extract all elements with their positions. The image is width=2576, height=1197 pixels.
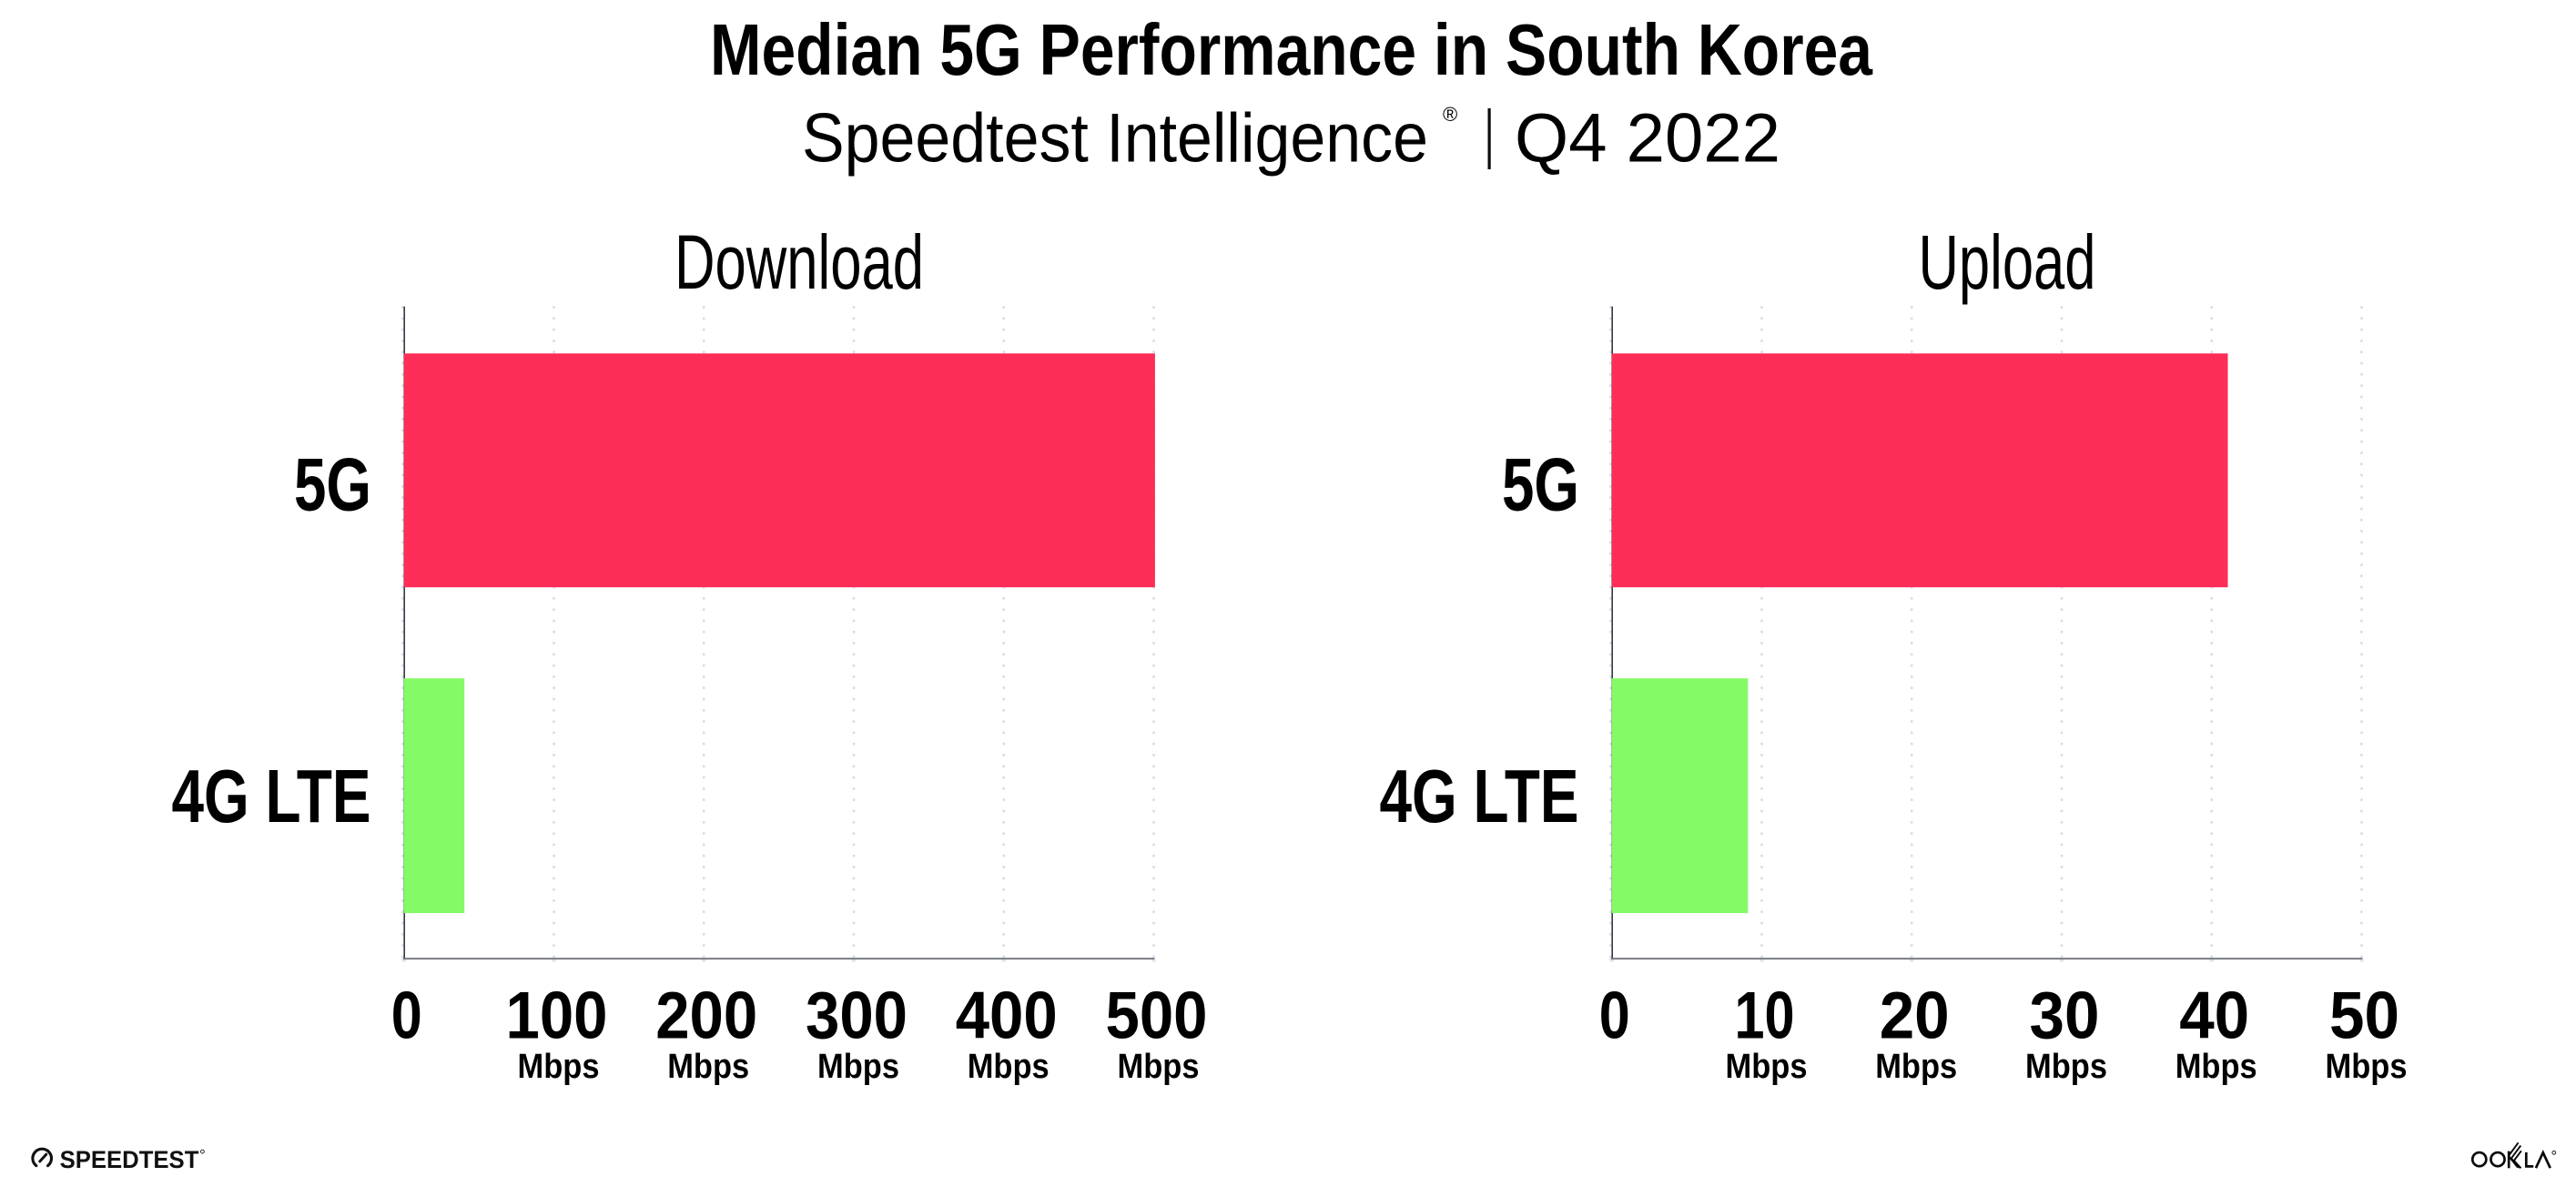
svg-text:40: 40 xyxy=(2179,979,2249,1052)
svg-text:Speedtest Intelligence: Speedtest Intelligence xyxy=(802,100,1428,178)
svg-text:Mbps: Mbps xyxy=(2175,1047,2257,1086)
svg-text:5G: 5G xyxy=(294,442,371,527)
svg-text:Mbps: Mbps xyxy=(2025,1047,2107,1086)
svg-text:Mbps: Mbps xyxy=(667,1047,749,1086)
svg-text:Upload: Upload xyxy=(1919,219,2096,305)
svg-text:SPEEDTEST: SPEEDTEST xyxy=(60,1145,199,1173)
svg-text:400: 400 xyxy=(956,979,1058,1052)
svg-text:Mbps: Mbps xyxy=(1875,1047,1957,1086)
svg-text:0: 0 xyxy=(1599,979,1630,1052)
svg-text:0: 0 xyxy=(391,979,422,1052)
svg-text:5G: 5G xyxy=(1502,442,1579,527)
svg-text:Mbps: Mbps xyxy=(817,1047,899,1086)
svg-text:300: 300 xyxy=(806,979,908,1052)
svg-text:Download: Download xyxy=(674,219,924,305)
svg-text:Mbps: Mbps xyxy=(2326,1047,2408,1086)
svg-text:4G LTE: 4G LTE xyxy=(172,754,371,838)
svg-text:500: 500 xyxy=(1106,979,1208,1052)
svg-text:Mbps: Mbps xyxy=(1118,1047,1200,1086)
svg-text:10: 10 xyxy=(1735,979,1795,1052)
svg-text:200: 200 xyxy=(655,979,757,1052)
svg-text:®: ® xyxy=(1443,103,1457,126)
svg-text:4G LTE: 4G LTE xyxy=(1380,754,1579,838)
svg-text:100: 100 xyxy=(506,979,608,1052)
svg-text:Mbps: Mbps xyxy=(968,1047,1050,1086)
svg-text:20: 20 xyxy=(1880,979,1950,1052)
svg-text:30: 30 xyxy=(2030,979,2100,1052)
svg-text:50: 50 xyxy=(2329,979,2399,1052)
svg-text:Mbps: Mbps xyxy=(1726,1047,1808,1086)
svg-text:Mbps: Mbps xyxy=(518,1047,600,1086)
svg-text:Q4 2022: Q4 2022 xyxy=(1515,100,1780,178)
svg-text:Median 5G Performance in South: Median 5G Performance in South Korea xyxy=(710,9,1872,90)
